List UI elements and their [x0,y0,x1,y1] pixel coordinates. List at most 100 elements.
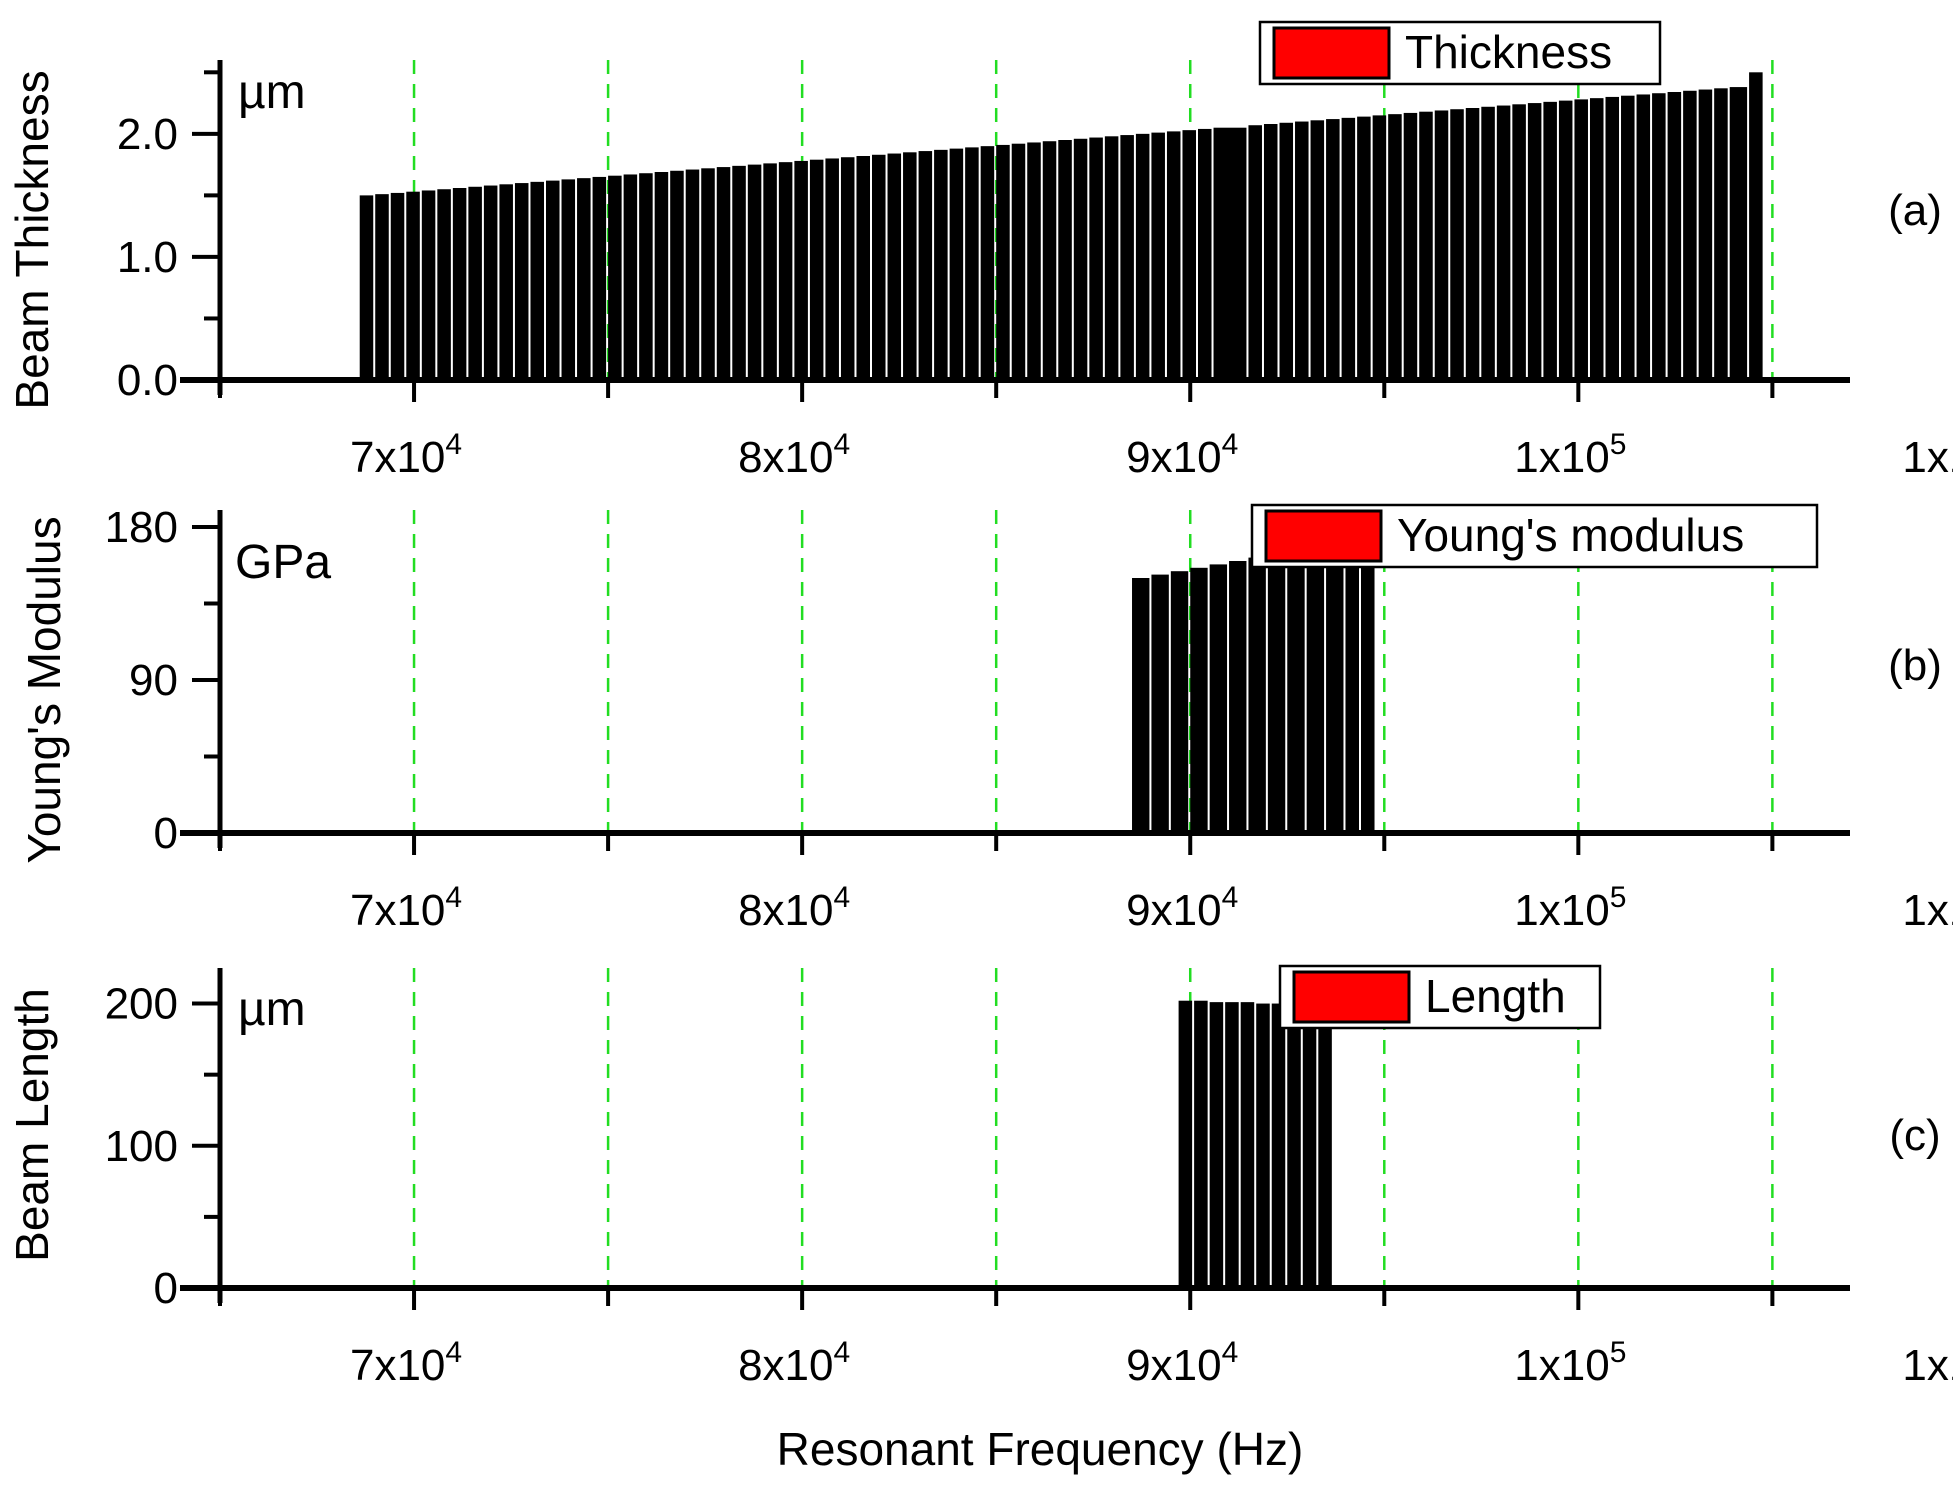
x-axis-title: Resonant Frequency (Hz) [777,1423,1304,1475]
bar [1166,131,1181,380]
bar [1170,571,1189,833]
bar [1558,100,1573,380]
x-tick-label: 7x104 [350,881,462,935]
bar [1248,557,1266,833]
bar [1271,1003,1286,1288]
bar [1434,110,1449,380]
bar [840,157,855,380]
bar [1512,104,1526,381]
legend: Thickness [1258,20,1662,86]
bar [1042,141,1057,380]
y-tick-label: 90 [129,656,178,705]
x-tick-label: 9x104 [1126,881,1238,935]
bar [701,168,715,380]
bar [1419,111,1433,380]
bar [1104,136,1119,380]
x-tick-label: 1x105 [1514,881,1626,935]
bar [1011,143,1026,380]
legend-swatch [1292,970,1411,1024]
panel-2: 7x104 8x104 9x104 1x105 1x105 0 100 200 Beam Len… [6,964,1953,1390]
y-axis-title: Beam Thickness [6,70,58,409]
bar [421,190,436,380]
bar [1749,72,1763,381]
bar [639,173,653,380]
y-axis-title: Young's Modulus [18,516,70,863]
bar [809,159,824,380]
bar [1027,142,1041,380]
bar [1279,122,1294,381]
bar [1345,540,1359,833]
bar [1209,1002,1224,1288]
bar [887,153,902,380]
y-tick-label: 180 [105,503,178,552]
x-tick-label: 9x104 [1126,428,1238,482]
bar [1714,88,1728,381]
panel-label: (a) [1888,186,1942,235]
x-tick-label: 1x105 [1902,1336,1953,1390]
bar [654,172,669,380]
y-tick-label: 1.0 [117,233,178,282]
bar [359,195,374,380]
y-tick-label: 2.0 [117,110,178,159]
bar [1132,578,1150,833]
bar [1481,106,1495,381]
bar [1120,135,1134,380]
bar [1229,561,1247,833]
panel-label: (c) [1889,1111,1940,1160]
x-tick-label: 9x104 [1126,1336,1238,1390]
legend: Length [1278,964,1602,1030]
panel-label: (b) [1888,641,1942,690]
bar [903,152,917,380]
bar [1198,128,1212,380]
bar [375,194,389,380]
bar [1667,92,1682,380]
x-tick-label: 8x104 [738,881,850,935]
bar [1263,124,1278,380]
bar [1306,547,1325,833]
x-tick-label: 8x104 [738,428,850,482]
legend: Young's modulus [1250,503,1819,569]
bar [1698,89,1713,381]
bar [1256,1003,1270,1288]
y-tick-label: 100 [105,1122,178,1171]
bar [1209,564,1228,833]
bar [452,188,467,380]
bar [468,186,482,380]
bar [716,167,731,380]
bar [1240,1002,1255,1288]
bar [1729,87,1748,381]
bar [1318,1004,1332,1288]
bar [1341,117,1356,380]
legend-swatch [1272,26,1391,80]
legend-swatch [1264,509,1383,563]
legend-label: Young's modulus [1397,509,1744,561]
bar [825,158,839,380]
bar [1361,549,1375,833]
bar [778,162,793,380]
bar [1574,99,1588,380]
bar [1287,550,1305,833]
bar [1621,95,1635,380]
x-tick-label: 7x104 [350,1336,462,1390]
bar [1683,90,1697,381]
bar [670,170,684,380]
x-tick-label: 1x105 [1902,881,1953,935]
bar [1496,105,1511,381]
bar [965,147,979,380]
bar [1450,109,1464,380]
y-tick-label: 0 [154,1264,178,1313]
bar [1287,1003,1301,1288]
bar [1310,120,1325,381]
x-tick-label: 8x104 [738,1336,850,1390]
bar [980,146,995,380]
bar [872,154,886,380]
unit-label: GPa [235,536,331,589]
bar [949,148,964,380]
bar [437,189,451,380]
bar [483,185,498,380]
bar [685,169,700,380]
bar [1636,94,1651,380]
bar [1225,1002,1239,1288]
x-tick-label: 7x104 [350,428,462,482]
